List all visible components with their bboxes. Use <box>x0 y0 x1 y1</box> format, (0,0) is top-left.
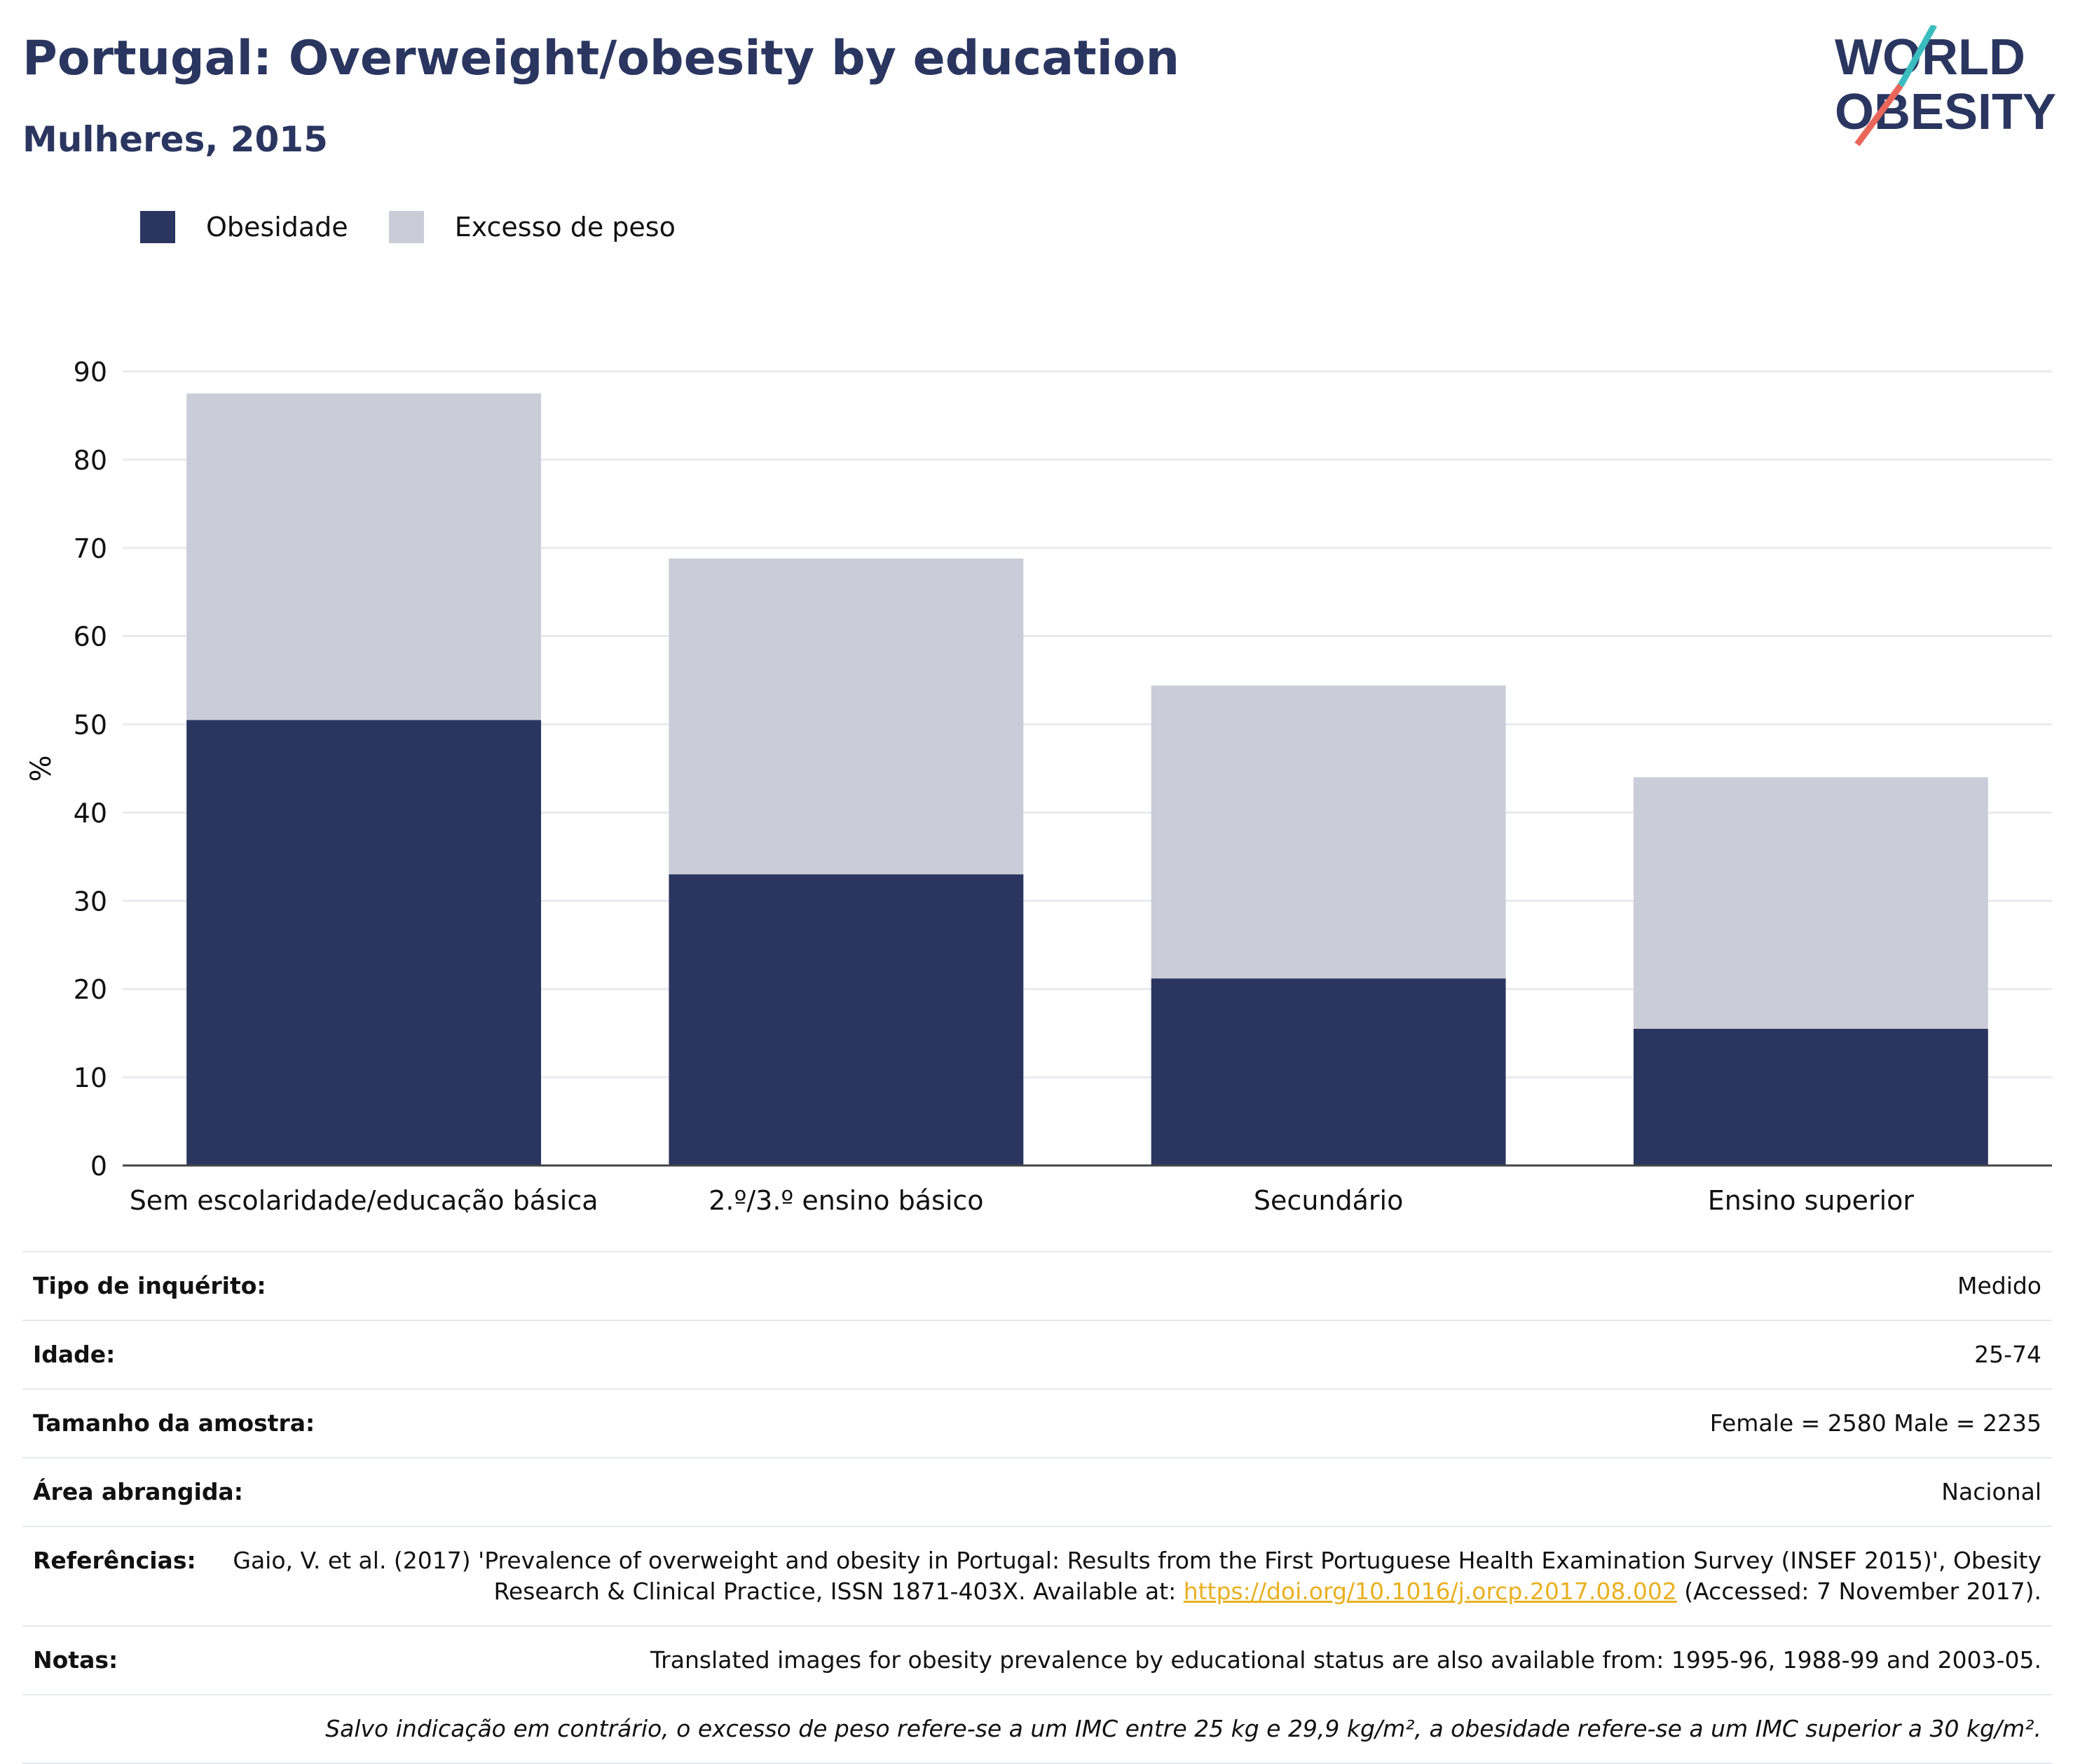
meta-value: 25-74 <box>1974 1341 2041 1368</box>
meta-row-survey-type: Tipo de inquérito: Medido <box>22 1251 2052 1320</box>
x-tick-label: Secundário <box>1254 1185 1403 1212</box>
meta-label: Referências: <box>33 1547 196 1574</box>
y-tick-label: 40 <box>74 798 107 828</box>
bar-obesity <box>669 874 1024 1165</box>
logo-slash-teal <box>1898 25 1937 88</box>
footnote: Salvo indicação em contrário, o excesso … <box>325 1715 2041 1742</box>
logo-slash-red <box>1854 83 1903 146</box>
meta-label: Tamanho da amostra: <box>33 1409 315 1437</box>
x-tick-label: Sem escolaridade/educação básica <box>130 1185 598 1212</box>
bar-chart: 0 10 20 30 40 50 60 70 80 90% Sem escolaridade/edu… <box>25 357 2052 1212</box>
y-tick-label: 20 <box>74 974 107 1005</box>
meta-label: Tipo de inquérito: <box>33 1272 266 1299</box>
meta-row-area: Área abrangida: Nacional <box>22 1457 2052 1526</box>
meta-row-notes: Notas: Translated images for obesity pre… <box>22 1625 2052 1694</box>
meta-row-sample-size: Tamanho da amostra: Female = 2580 Male =… <box>22 1388 2052 1457</box>
meta-row-references: Referências: Gaio, V. et al. (2017) 'Pre… <box>22 1526 2052 1625</box>
y-tick-label: 0 <box>90 1151 107 1182</box>
logo-word-obesity: OBESITY <box>1835 84 2056 140</box>
bar-obesity <box>1633 1028 1988 1165</box>
legend-label-overweight: Excesso de peso <box>454 212 676 242</box>
y-axis-label: % <box>25 755 57 781</box>
legend-item-obesity[interactable]: Obesidade <box>140 211 348 243</box>
x-tick-label: 2.º/3.º ensino básico <box>709 1185 983 1212</box>
y-tick-label: 90 <box>74 357 107 388</box>
y-tick-label: 10 <box>74 1062 107 1093</box>
reference-link[interactable]: https://doi.org/10.1016/j.orcp.2017.08.0… <box>1183 1578 1677 1605</box>
bar-overweight <box>1633 777 1988 1029</box>
meta-label: Idade: <box>33 1341 116 1368</box>
bar-obesity <box>1151 978 1506 1165</box>
y-tick-label: 70 <box>74 533 107 564</box>
legend-swatch-overweight <box>388 211 424 243</box>
legend-swatch-obesity <box>140 211 175 243</box>
chart-title: Portugal: Overweight/obesity by educatio… <box>22 31 1180 86</box>
meta-value: Female = 2580 Male = 2235 <box>1709 1409 2041 1437</box>
legend-item-overweight[interactable]: Excesso de peso <box>388 211 676 243</box>
reference-accessed: (Accessed: 7 November 2017). <box>1676 1578 2041 1605</box>
bar-overweight <box>669 558 1024 875</box>
y-tick-label: 30 <box>74 886 107 917</box>
meta-label: Notas: <box>33 1646 118 1674</box>
meta-row-age: Idade: 25-74 <box>22 1320 2052 1388</box>
meta-label: Área abrangida: <box>33 1478 243 1505</box>
x-tick-label: Ensino superior <box>1708 1185 1915 1212</box>
meta-row-footnote: Salvo indicação em contrário, o excesso … <box>22 1694 2052 1764</box>
bar-overweight <box>186 393 542 720</box>
meta-value: Translated images for obesity prevalence… <box>650 1646 2041 1674</box>
meta-value: Medido <box>1957 1272 2041 1299</box>
y-tick-label: 60 <box>74 622 107 652</box>
reference-text: Gaio, V. et al. (2017) 'Prevalence of ov… <box>233 1547 2041 1605</box>
y-tick-label: 80 <box>74 445 107 476</box>
world-obesity-logo: WORLD OBESITY <box>1835 25 2056 146</box>
legend-label-obesity: Obesidade <box>206 212 348 242</box>
chart-subtitle: Mulheres, 2015 <box>22 119 328 160</box>
metadata-table: Tipo de inquérito: Medido Idade: 25-74 T… <box>22 1251 2052 1764</box>
bar-obesity <box>186 720 542 1165</box>
meta-value: Gaio, V. et al. (2017) 'Prevalence of ov… <box>219 1545 2041 1607</box>
chart-legend: Obesidade Excesso de peso <box>140 207 716 247</box>
bar-overweight <box>1151 685 1506 979</box>
meta-value: Nacional <box>1941 1478 2041 1505</box>
y-tick-label: 50 <box>74 710 107 741</box>
